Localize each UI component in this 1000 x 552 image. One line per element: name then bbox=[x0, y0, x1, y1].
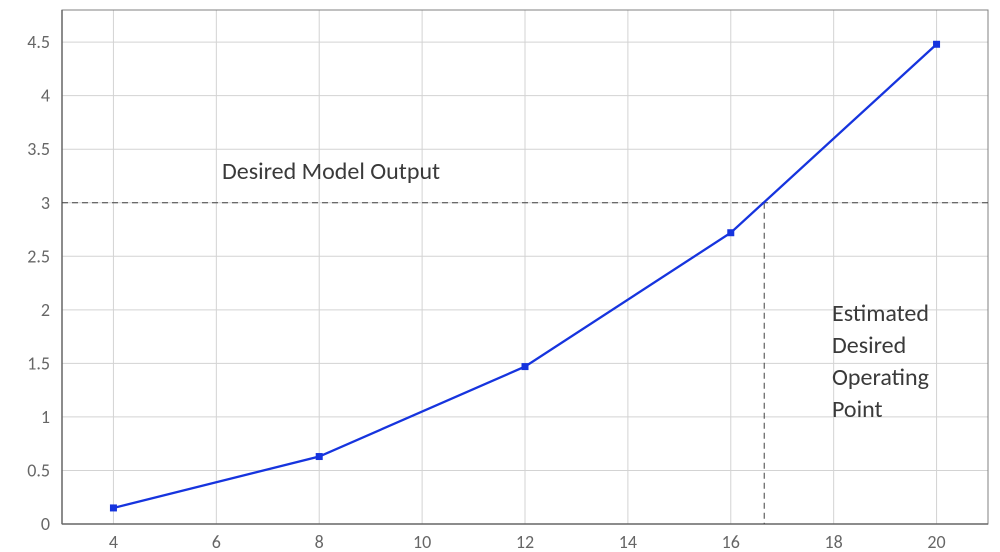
annotation-desired-output: Desired Model Output bbox=[222, 157, 440, 186]
y-tick-label: 1 bbox=[41, 406, 50, 428]
annotation-estimated-point: Point bbox=[832, 395, 883, 424]
x-tick-label: 18 bbox=[825, 531, 843, 552]
y-tick-label: 1.5 bbox=[27, 352, 50, 374]
data-marker bbox=[522, 363, 529, 370]
annotation-estimated-point: Desired bbox=[832, 331, 906, 360]
y-tick-label: 3 bbox=[41, 192, 50, 214]
data-marker bbox=[316, 453, 323, 460]
line-chart: 4 6 8 10 12 14 16 18 20 0 0.5 1 1.5 2 2.5 3 3.5 4 4.5 Desir… bbox=[0, 0, 1000, 552]
data-marker bbox=[933, 41, 940, 48]
y-tick-label: 4.5 bbox=[27, 31, 50, 53]
y-tick-label: 3.5 bbox=[27, 138, 50, 160]
y-tick-label: 2 bbox=[41, 299, 50, 321]
x-tick-label: 8 bbox=[315, 531, 324, 552]
data-marker bbox=[110, 504, 117, 511]
y-tick-label: 2.5 bbox=[27, 245, 50, 267]
data-marker bbox=[727, 229, 734, 236]
x-tick-label: 14 bbox=[619, 531, 637, 552]
x-tick-label: 4 bbox=[109, 531, 118, 552]
y-tick-label: 0 bbox=[41, 513, 50, 535]
y-tick-label: 4 bbox=[41, 85, 50, 107]
x-tick-label: 10 bbox=[413, 531, 431, 552]
y-tick-label: 0.5 bbox=[27, 459, 50, 481]
x-tick-label: 20 bbox=[927, 531, 945, 552]
x-tick-label: 16 bbox=[722, 531, 740, 552]
x-tick-label: 6 bbox=[212, 531, 221, 552]
chart-background bbox=[0, 0, 1000, 552]
x-tick-label: 12 bbox=[516, 531, 534, 552]
annotation-estimated-point: Operating bbox=[832, 363, 929, 392]
annotation-estimated-point: Estimated bbox=[832, 299, 929, 328]
